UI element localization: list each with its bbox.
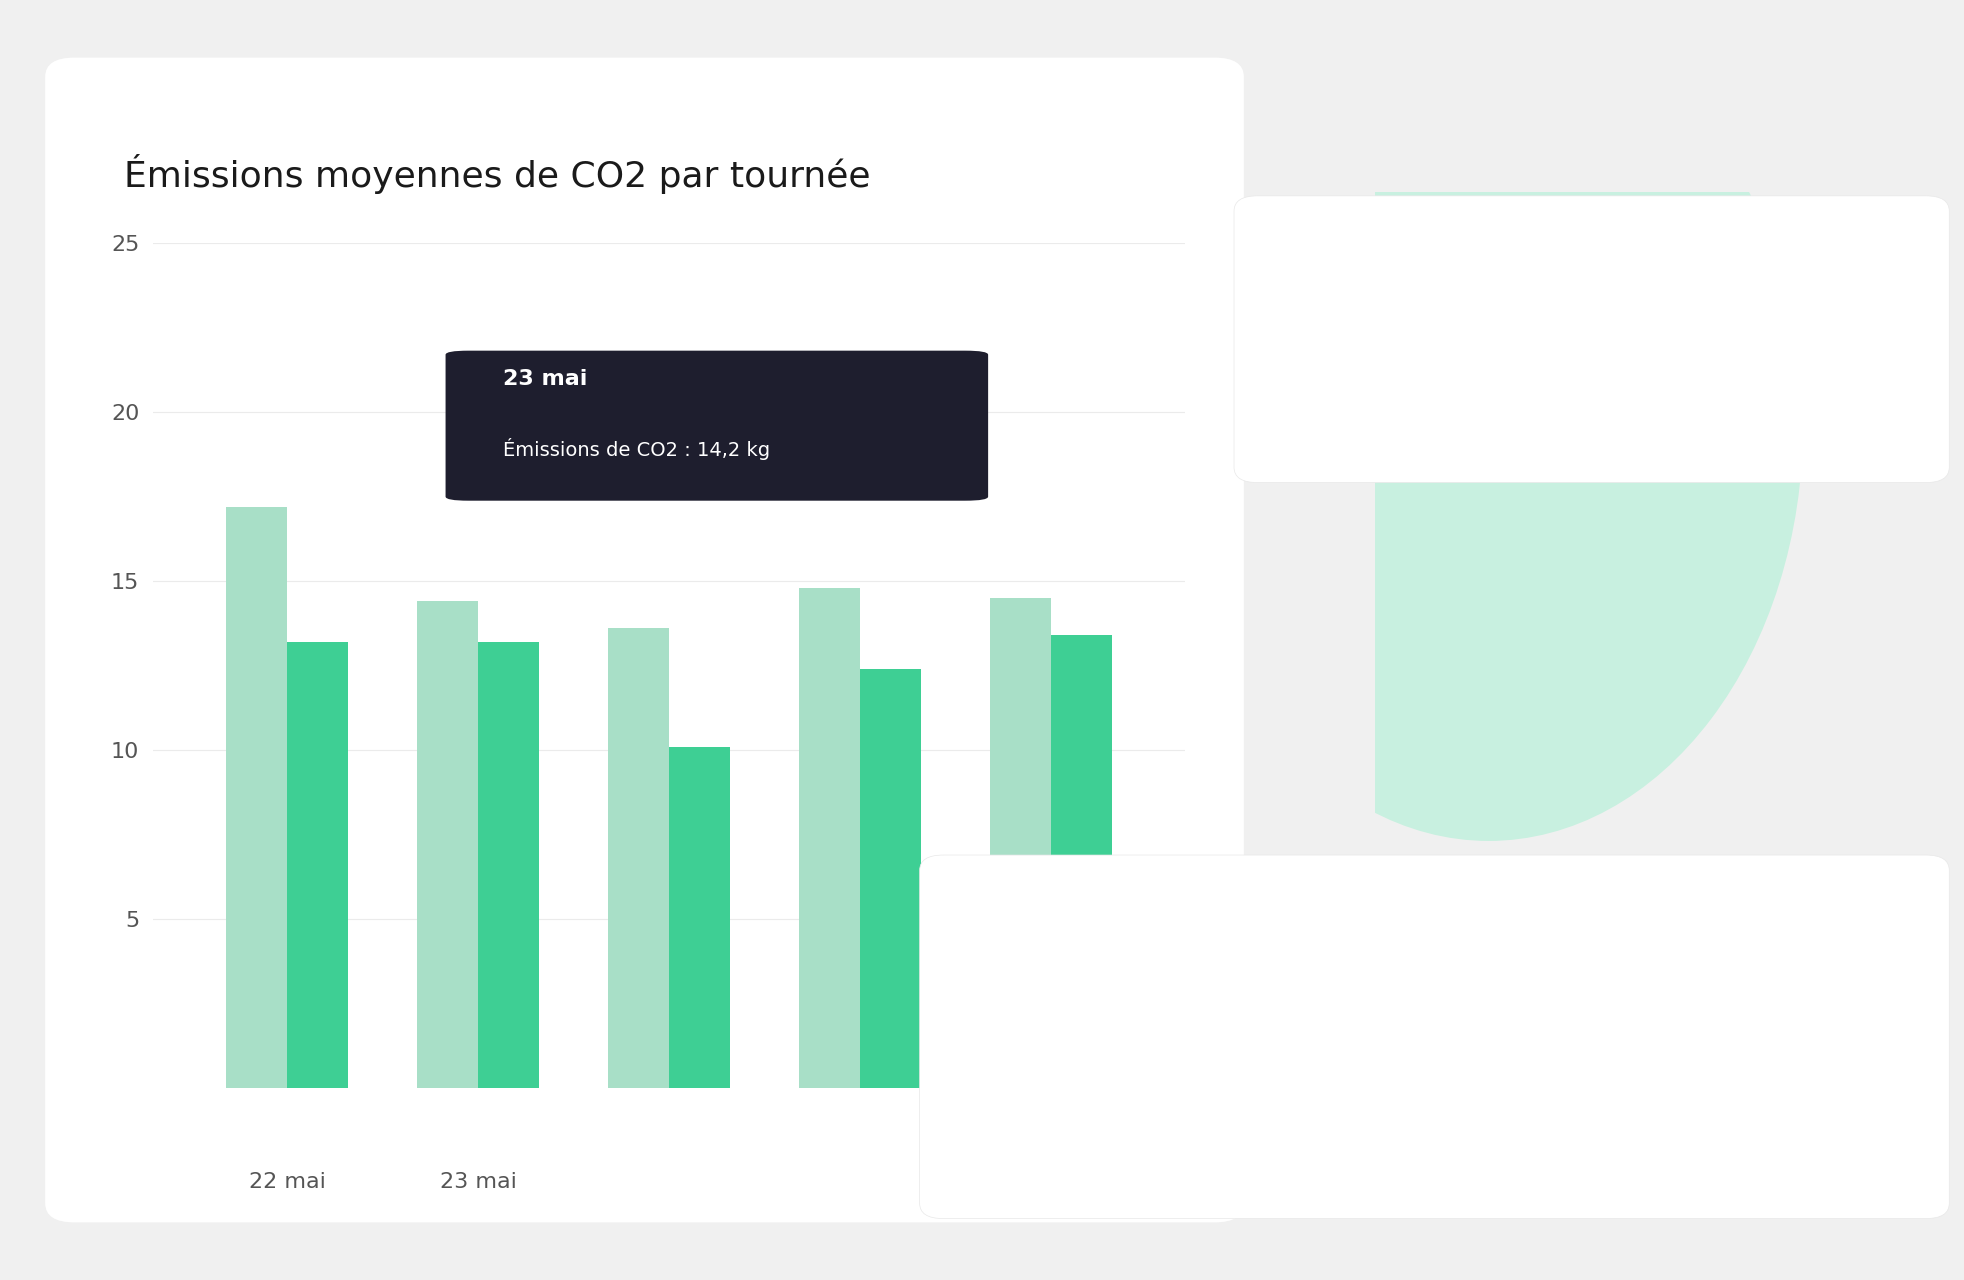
Text: 22 mai: 22 mai <box>247 1172 326 1193</box>
Text: 23 mai: 23 mai <box>503 369 587 389</box>
Text: TOURNÉE TERMINÉE: TOURNÉE TERMINÉE <box>1312 1117 1516 1135</box>
Bar <box>416 602 477 1088</box>
Text: 📍 7  •  🗓 10:33  •  🚩 08:00  •  🚗 11min: 📍 7 • 🗓 10:33 • 🚩 08:00 • 🚗 11min <box>1257 1007 1595 1025</box>
FancyBboxPatch shape <box>446 351 988 500</box>
Circle shape <box>805 924 1277 1083</box>
Bar <box>287 643 348 1088</box>
Text: 23 mai: 23 mai <box>440 1172 517 1193</box>
Bar <box>990 598 1051 1088</box>
Bar <box>1051 635 1112 1088</box>
Text: Émissions moyennes de CO2 par tournée: Émissions moyennes de CO2 par tournée <box>124 154 870 193</box>
Bar <box>799 588 860 1088</box>
Text: Émissions de CO2 : 14,2 kg: Émissions de CO2 : 14,2 kg <box>503 438 770 460</box>
Circle shape <box>1204 270 1497 383</box>
Bar <box>860 669 921 1088</box>
Bar <box>226 507 287 1088</box>
Text: Emissions de CO2: Emissions de CO2 <box>1510 374 1722 397</box>
Bar <box>477 643 538 1088</box>
Text: ♻: ♻ <box>1337 312 1365 340</box>
Circle shape <box>1051 1076 1139 1107</box>
FancyBboxPatch shape <box>1218 1083 1610 1170</box>
Bar <box>607 628 668 1088</box>
Circle shape <box>1174 9 1803 841</box>
Text: 👤: 👤 <box>1029 983 1053 1024</box>
Bar <box>668 746 731 1088</box>
Text: 892.34 kg: 892.34 kg <box>1510 268 1744 308</box>
Text: Tournée de John Dumont: Tournée de John Dumont <box>1257 916 1622 945</box>
